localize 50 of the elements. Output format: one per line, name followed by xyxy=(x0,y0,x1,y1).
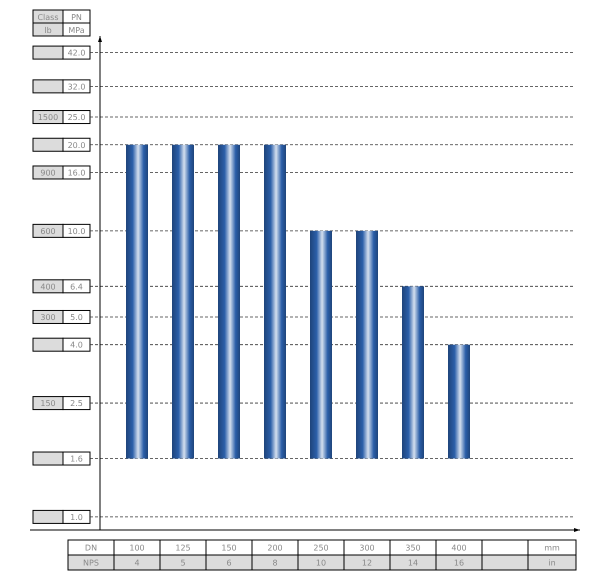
text: MPa xyxy=(68,26,85,35)
y-tick-label: 4.0 xyxy=(70,340,83,350)
bar xyxy=(264,144,286,459)
x-tick-label: 400 xyxy=(451,544,467,552)
text: 12 xyxy=(362,558,372,568)
text: Class xyxy=(37,13,59,22)
text: 900 xyxy=(40,168,56,178)
text: 4 xyxy=(134,558,140,568)
text: 16 xyxy=(454,558,464,568)
text: 150 xyxy=(40,399,56,408)
y-tick-label: 2.5 xyxy=(70,399,83,408)
bar xyxy=(310,230,332,459)
x-tick-label: 150 xyxy=(221,544,237,552)
x-tick-label: 200 xyxy=(267,544,283,552)
text: mm xyxy=(544,544,560,552)
y-tick-label: 1.6 xyxy=(70,454,83,464)
text: 14 xyxy=(408,558,418,568)
bar xyxy=(356,230,378,459)
text: 5 xyxy=(180,558,186,568)
text: 6 xyxy=(226,558,232,568)
text: 300 xyxy=(40,312,56,322)
x-tick-label: 100 xyxy=(129,544,145,552)
x-tick-label: 350 xyxy=(405,544,421,552)
text: 600 xyxy=(40,226,56,236)
text: 1500 xyxy=(38,113,58,122)
text: lb xyxy=(44,26,52,35)
text: 400 xyxy=(40,282,56,292)
bar xyxy=(218,144,240,459)
bar xyxy=(402,286,424,459)
x-tick-label: 300 xyxy=(359,544,375,552)
bar xyxy=(172,144,194,459)
bar xyxy=(448,344,470,459)
text: 10 xyxy=(316,558,326,568)
y-tick-label: 16.0 xyxy=(68,168,86,178)
y-tick-label: 1.0 xyxy=(70,512,83,522)
text: DN xyxy=(84,544,98,552)
y-tick-label: 25.0 xyxy=(68,113,86,122)
text: in xyxy=(548,558,556,568)
text: PN xyxy=(71,13,82,22)
y-tick-label: 5.0 xyxy=(70,312,83,322)
text: 8 xyxy=(272,558,278,568)
y-tick-label: 6.4 xyxy=(70,282,83,292)
text: NPS xyxy=(83,558,99,568)
bar xyxy=(126,144,148,459)
x-tick-label: 125 xyxy=(175,544,191,552)
y-tick-label: 42.0 xyxy=(68,48,86,58)
x-tick-label: 250 xyxy=(313,544,329,552)
y-tick-label: 32.0 xyxy=(68,82,86,92)
y-tick-label: 20.0 xyxy=(68,140,86,150)
y-tick-label: 10.0 xyxy=(68,226,86,236)
